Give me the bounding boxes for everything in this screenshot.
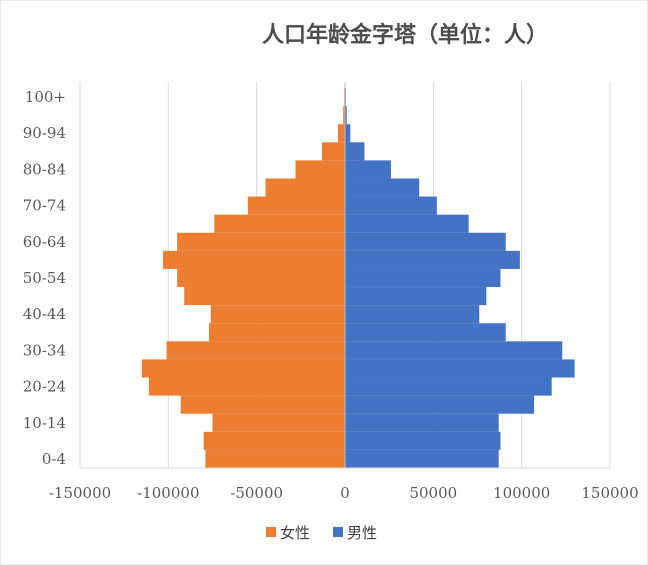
bar-male	[345, 160, 391, 179]
legend-label: 女性	[280, 524, 310, 542]
x-tick-label: 150000	[581, 484, 638, 502]
bar-female	[141, 359, 345, 378]
y-tick-label: 0-4	[42, 450, 66, 468]
y-tick-label: 80-84	[23, 160, 66, 178]
y-tick-label: 50-54	[23, 269, 66, 287]
x-tick-label: 0	[340, 484, 350, 502]
y-tick-label: 40-44	[23, 305, 66, 323]
bar-female	[210, 305, 345, 324]
bar-female	[322, 142, 345, 161]
bar-male	[345, 341, 563, 360]
bar-male	[345, 250, 520, 269]
bar-male	[345, 377, 552, 396]
bar-female	[203, 431, 345, 450]
bar-male	[345, 287, 487, 306]
bars	[141, 88, 575, 468]
y-tick-label: 30-34	[23, 341, 66, 359]
legend-swatch	[266, 527, 276, 537]
bar-female	[180, 395, 345, 414]
bar-female	[208, 323, 345, 342]
y-tick-label: 20-24	[23, 378, 66, 396]
bar-male	[345, 142, 365, 161]
bar-female	[163, 250, 345, 269]
legend: 女性 男性	[266, 524, 377, 542]
axes: -150000 -100000 -50000 0 50000 100000 150000 0-…	[23, 82, 639, 502]
x-tick-label: -50000	[230, 484, 283, 502]
bar-female	[265, 178, 345, 197]
bar-female	[177, 268, 345, 288]
x-tick-label: -150000	[49, 484, 111, 502]
bar-female	[184, 287, 345, 306]
bar-male	[345, 268, 501, 288]
legend-label: 男性	[347, 524, 377, 542]
legend-item-male: 男性	[333, 524, 377, 542]
bar-male	[345, 305, 480, 324]
bar-female	[214, 214, 345, 233]
bar-female	[337, 124, 345, 143]
bar-male	[345, 214, 469, 233]
bar-male	[345, 106, 347, 125]
bar-male	[345, 359, 575, 378]
legend-item-female: 女性	[266, 524, 310, 542]
x-tick-label: 50000	[409, 484, 457, 502]
bar-male	[345, 232, 506, 251]
legend-swatch	[333, 527, 343, 537]
chart-title: 人口年龄金字塔（单位：人）	[262, 22, 548, 48]
y-tick-label: 90-94	[23, 124, 66, 142]
y-tick-label: 100+	[25, 88, 66, 106]
bar-female	[247, 196, 345, 215]
bar-female	[205, 449, 345, 468]
x-tick-label: -100000	[137, 484, 199, 502]
y-tick-label: 10-14	[23, 414, 66, 432]
bar-male	[345, 449, 499, 468]
bar-female	[177, 232, 345, 251]
bar-female	[212, 413, 345, 432]
bar-male	[345, 124, 351, 143]
y-tick-label: 70-74	[23, 197, 66, 215]
bar-male	[345, 395, 535, 414]
bar-male	[345, 178, 420, 197]
bar-male	[345, 196, 437, 215]
bar-female	[343, 106, 345, 125]
bar-male	[345, 413, 499, 432]
x-tick-label: 100000	[493, 484, 550, 502]
bar-female	[148, 377, 345, 396]
bar-male	[345, 323, 506, 342]
bar-female	[295, 160, 345, 179]
bar-female	[166, 341, 345, 360]
bar-male	[345, 431, 501, 450]
y-tick-label: 60-64	[23, 233, 66, 251]
